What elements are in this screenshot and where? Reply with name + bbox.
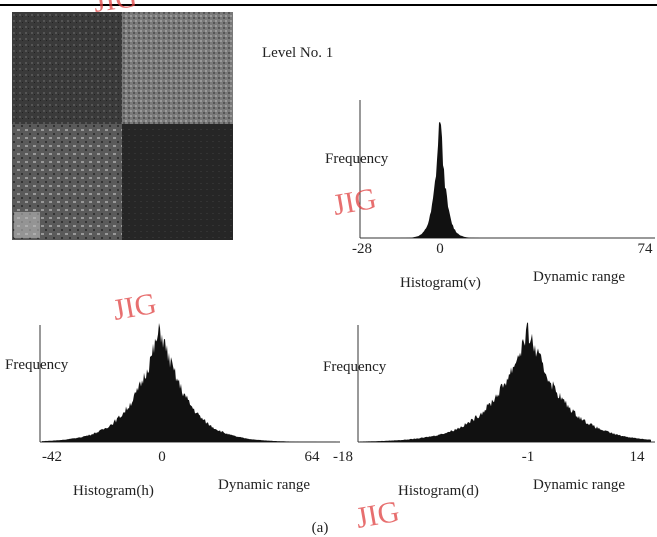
tick-label: -42 [42, 449, 62, 465]
level-label: Level No. 1 [262, 45, 333, 61]
histogram-panel: Frequency Histogram(h) Dynamic range -42 0 64 [5, 323, 340, 499]
watermark: JIG [110, 287, 158, 327]
tick-label: -1 [522, 449, 535, 465]
tick-label: 14 [630, 449, 646, 465]
watermark: JIG [330, 182, 378, 222]
figure: Level No. 1 (a) Frequency Histogram(v) Dyn… [0, 0, 657, 537]
tick-label: 0 [158, 449, 166, 465]
histogram-shape [362, 122, 651, 238]
x-axis-label: Histogram(v) [400, 275, 481, 291]
histogram-shape [42, 323, 336, 442]
tick-label: -28 [352, 241, 372, 257]
x-axis-label: Histogram(h) [73, 483, 154, 499]
tick-label: -18 [333, 449, 353, 465]
range-label: Dynamic range [533, 269, 625, 285]
y-axis-label: Frequency [5, 357, 69, 373]
y-axis-label: Frequency [325, 151, 389, 167]
histogram-shape [360, 322, 651, 442]
tick-label: 64 [305, 449, 321, 465]
watermark: JIG [353, 495, 401, 535]
x-axis-label: Histogram(d) [398, 483, 479, 499]
tick-label: 74 [638, 241, 654, 257]
histogram-panel: Frequency Histogram(d) Dynamic range -18 -1 1… [323, 322, 655, 499]
caption: (a) [312, 520, 329, 536]
tick-label: 0 [436, 241, 444, 257]
subband-image [12, 12, 233, 240]
range-label: Dynamic range [533, 477, 625, 493]
y-axis-label: Frequency [323, 359, 387, 375]
range-label: Dynamic range [218, 477, 310, 493]
